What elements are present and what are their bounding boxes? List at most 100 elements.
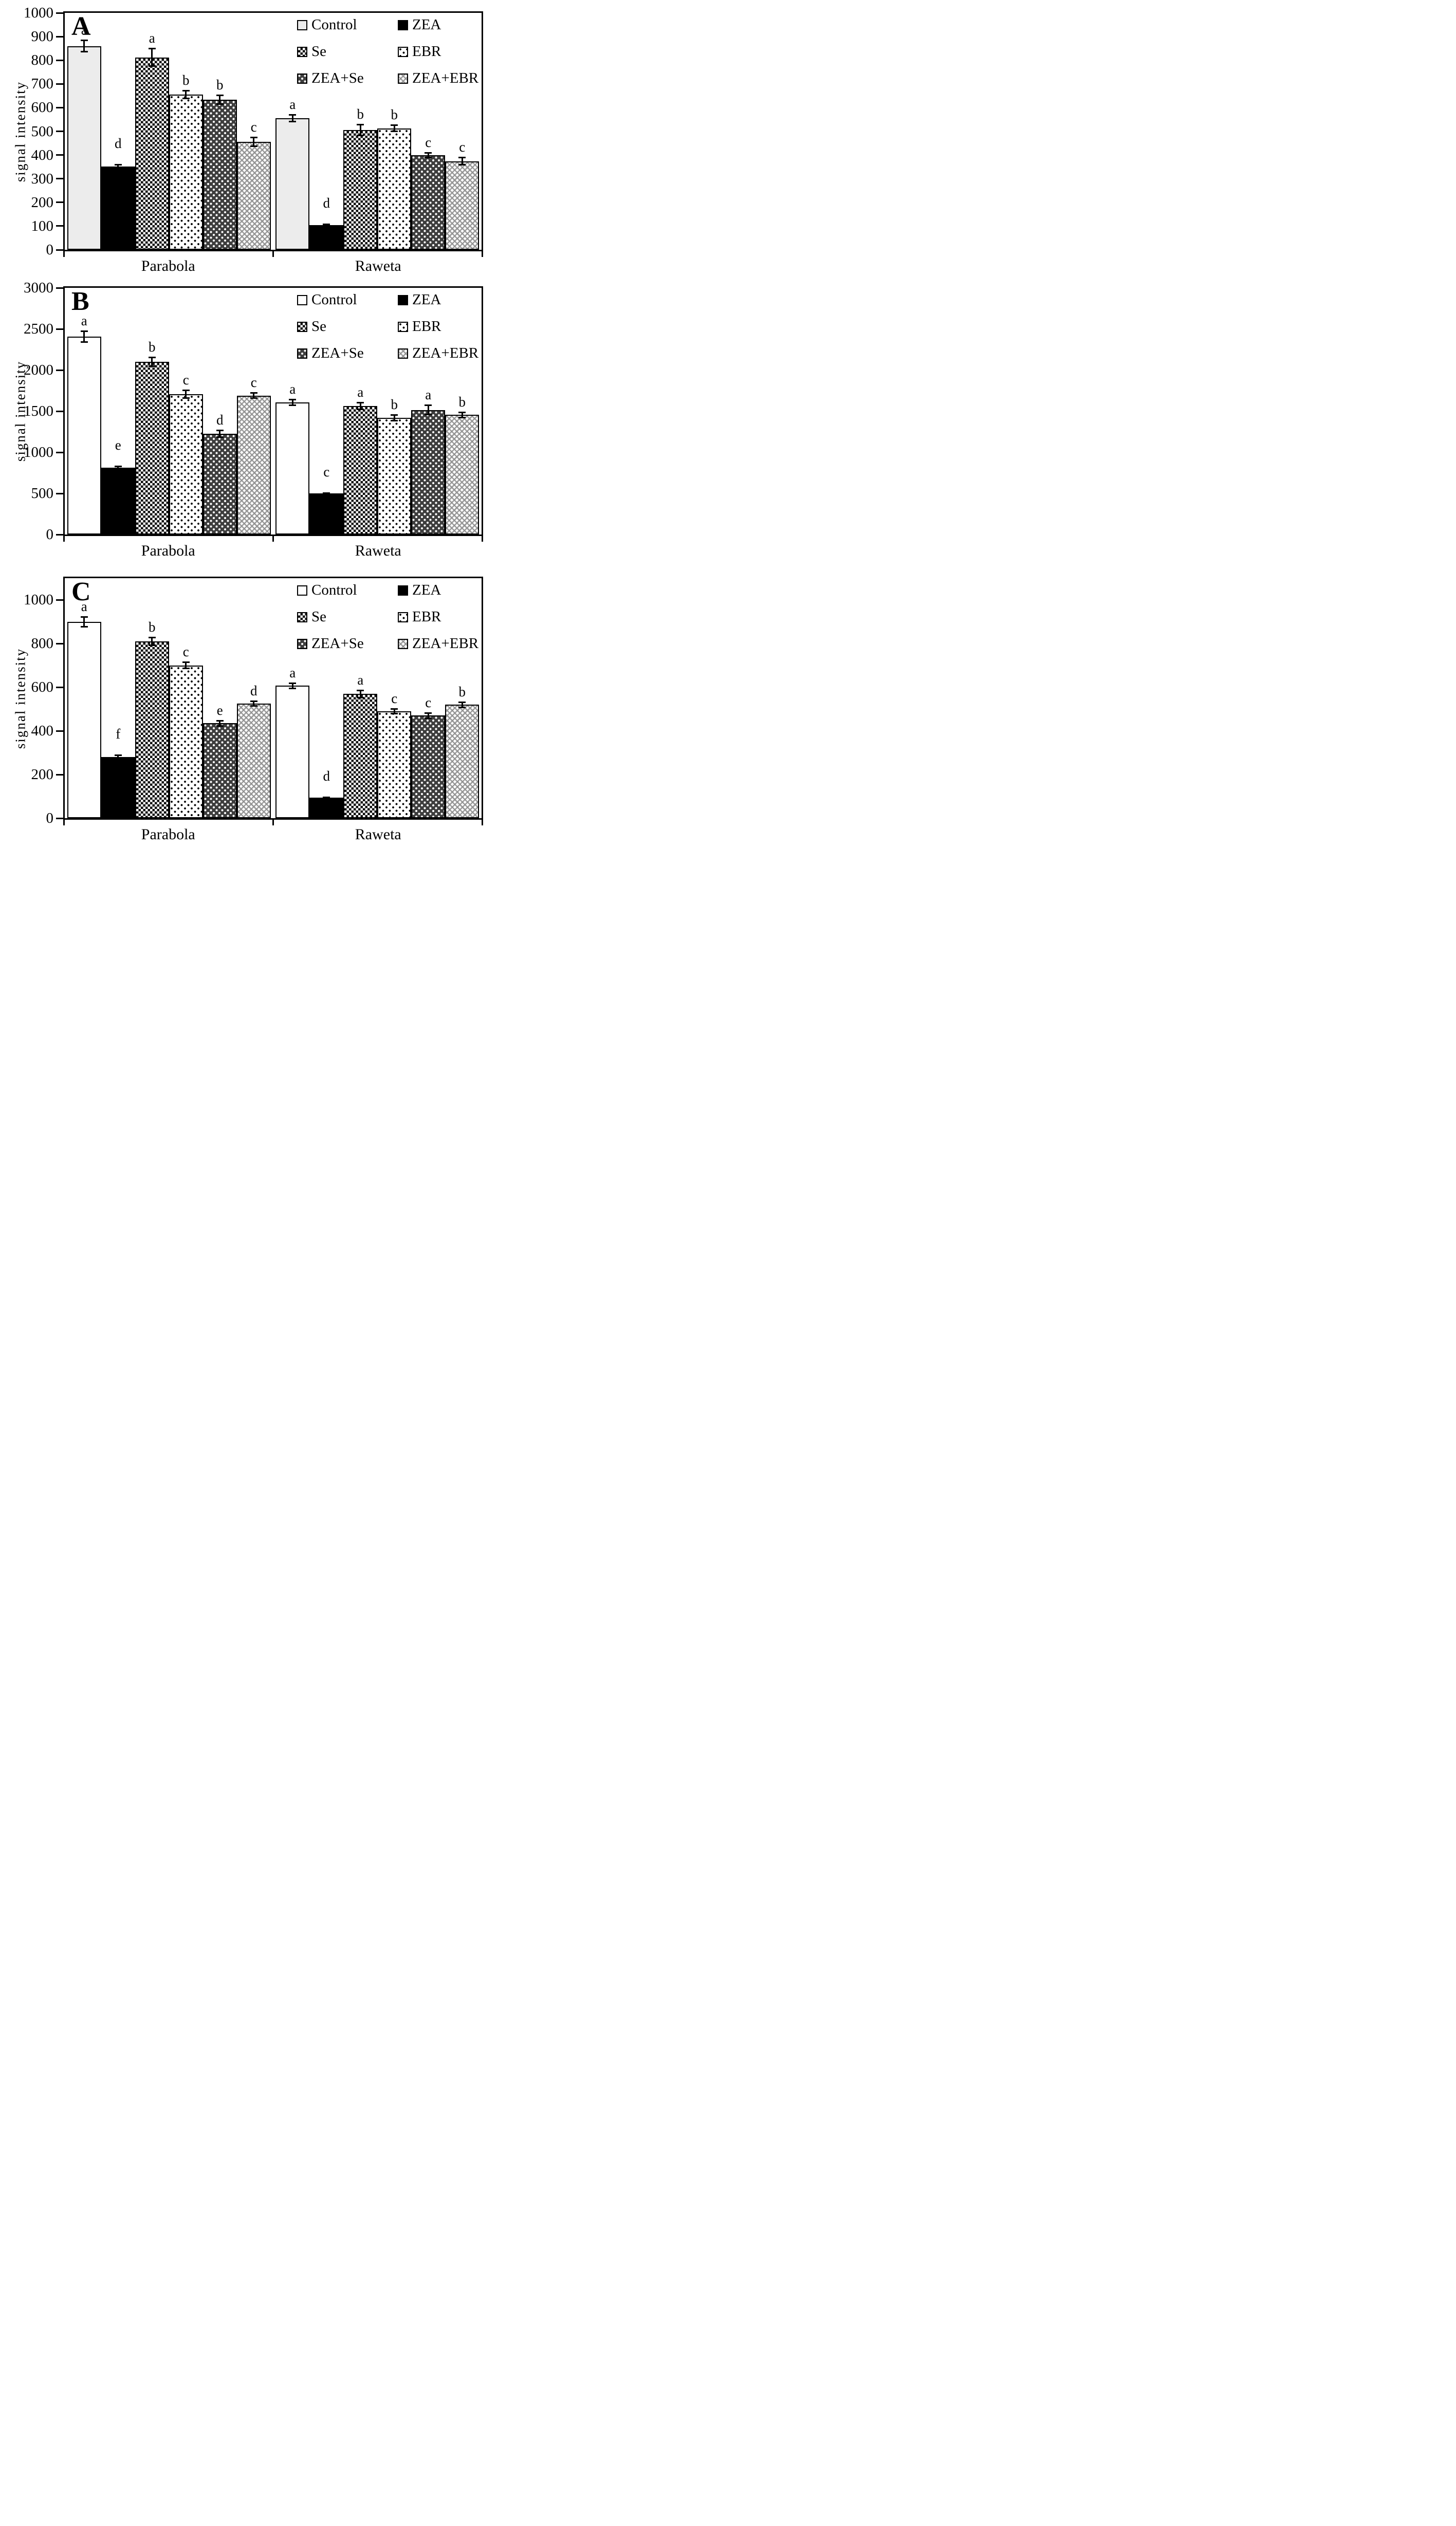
error-bar-cap-top — [323, 223, 330, 225]
y-axis-tick-label: 1000 — [24, 444, 53, 460]
error-bar-zea-ebr-raweta — [461, 156, 463, 166]
sig-letter-zea-se-raweta: c — [425, 134, 432, 150]
sig-letter-zea-ebr-parabola: d — [250, 683, 257, 698]
x-axis-tick — [482, 251, 483, 257]
legend-label-se: Se — [311, 609, 326, 625]
bar-zea-raweta — [309, 225, 344, 250]
error-bar-cap-top — [182, 661, 190, 663]
error-bar-ebr-raweta — [393, 124, 395, 132]
y-axis-tick-label: 500 — [31, 485, 54, 502]
legend-item-ebr: EBR — [398, 44, 478, 59]
error-bar-zea-ebr-parabola — [253, 392, 255, 399]
bar-zea-parabola — [101, 468, 135, 534]
y-axis-tick — [56, 131, 63, 132]
barwrap-ebr-parabola: c — [169, 578, 203, 818]
legend-label-ebr: EBR — [412, 43, 441, 60]
y-axis-tick — [56, 59, 63, 61]
legend-item-zea: ZEA — [398, 292, 478, 307]
panel-A: signal intensity 1000 900 800 700 600 500 400 30… — [0, 0, 485, 281]
barwrap-se-raweta: a — [343, 578, 378, 818]
legend-label-se: Se — [311, 43, 326, 60]
legend-item-zea-se: ZEA+Se — [297, 346, 398, 361]
y-axis-tick — [56, 225, 63, 227]
sig-letter-ebr-parabola: c — [182, 372, 189, 388]
group-parabola: a d a b b c — [65, 13, 273, 250]
legend-label-control: Control — [311, 291, 357, 308]
sig-letter-zea-ebr-parabola: c — [250, 119, 257, 135]
legend-item-control: Control — [297, 292, 398, 307]
error-bar-se-raweta — [359, 689, 361, 698]
sig-letter-zea-se-raweta: c — [425, 695, 432, 711]
y-axis-tick-label: 200 — [31, 194, 54, 211]
legend-item-se: Se — [297, 319, 398, 334]
barwrap-ebr-raweta: c — [377, 578, 412, 818]
y-axis-tick — [56, 599, 63, 601]
bar-zea-se-raweta — [411, 155, 446, 250]
error-bar-cap-top — [458, 411, 466, 413]
legend-item-zea-ebr: ZEA+EBR — [398, 346, 478, 361]
legend-swatch-control — [297, 294, 307, 305]
barwrap-zea-ebr-parabola: c — [236, 288, 271, 534]
sig-letter-zea-raweta: d — [323, 195, 330, 211]
error-bar-cap-top — [250, 392, 257, 394]
legend-swatch-zea — [398, 294, 408, 305]
legend-item-se: Se — [297, 44, 398, 59]
sig-letter-control-parabola: a — [81, 313, 87, 329]
x-axis-tick — [482, 536, 483, 542]
barwrap-se-parabola: b — [135, 578, 169, 818]
bar-ebr-parabola — [169, 95, 203, 250]
sig-letter-zea-parabola: f — [116, 726, 121, 742]
barwrap-ebr-raweta: b — [377, 288, 412, 534]
y-axis-tick-label: 400 — [31, 723, 54, 740]
y-axis-tick-label: 700 — [31, 76, 54, 93]
error-bar-cap-bottom — [357, 409, 364, 411]
bar-zea-se-raweta — [411, 410, 446, 534]
legend-label-se: Se — [311, 318, 326, 335]
error-bar-cap-bottom — [182, 98, 190, 100]
error-bar-cap-bottom — [289, 404, 297, 407]
bar-ebr-raweta — [377, 711, 412, 818]
sig-letter-zea-parabola: d — [115, 136, 122, 152]
legend-label-control: Control — [311, 16, 357, 33]
error-bar-cap-top — [114, 754, 122, 757]
x-axis-tick — [63, 536, 65, 542]
barwrap-zea-ebr-raweta: b — [445, 288, 480, 534]
barwrap-ebr-raweta: b — [377, 13, 412, 250]
sig-letter-zea-raweta: d — [323, 768, 330, 784]
y-axis-tick — [56, 369, 63, 371]
error-bar-cap-top — [323, 492, 330, 494]
error-bar-cap-bottom — [80, 625, 88, 628]
error-bar-cap-bottom — [357, 135, 364, 137]
barwrap-zea-se-raweta: c — [411, 13, 446, 250]
y-axis-tick — [56, 106, 63, 108]
bar-zea-raweta — [309, 493, 344, 534]
error-bar-zea-ebr-parabola — [253, 137, 255, 147]
error-bar-cap-top — [250, 700, 257, 702]
x-category-label-parabola: Parabola — [141, 542, 195, 559]
sig-letter-se-parabola: a — [149, 30, 155, 46]
barwrap-control-parabola: a — [67, 578, 101, 818]
y-axis-tick-label: 0 — [46, 242, 54, 258]
barwrap-zea-se-raweta: c — [411, 578, 446, 818]
x-category-label-raweta: Raweta — [355, 257, 401, 274]
legend-swatch-zea — [398, 20, 408, 30]
sig-letter-se-raweta: b — [357, 106, 364, 122]
legend-swatch-control — [297, 20, 307, 30]
x-category-labels: Parabola Raweta — [63, 257, 483, 275]
bar-zea-ebr-raweta — [445, 705, 480, 818]
bar-control-raweta — [275, 686, 310, 818]
y-axis-tick-label: 3000 — [24, 280, 53, 296]
legend-swatch-zea-ebr — [398, 638, 408, 649]
legend-swatch-zea — [398, 585, 408, 596]
error-bar-control-parabola — [83, 330, 85, 343]
error-bar-cap-top — [357, 124, 364, 126]
error-bar-cap-bottom — [148, 644, 156, 647]
legend-label-ebr: EBR — [412, 609, 441, 625]
bar-control-parabola — [67, 46, 101, 250]
barwrap-zea-ebr-parabola: c — [236, 13, 271, 250]
bar-zea-se-parabola — [202, 434, 237, 534]
barwrap-zea-ebr-raweta: c — [445, 13, 480, 250]
barwrap-se-raweta: b — [343, 13, 378, 250]
bar-se-parabola — [135, 57, 169, 250]
barwrap-zea-raweta: d — [309, 578, 344, 818]
